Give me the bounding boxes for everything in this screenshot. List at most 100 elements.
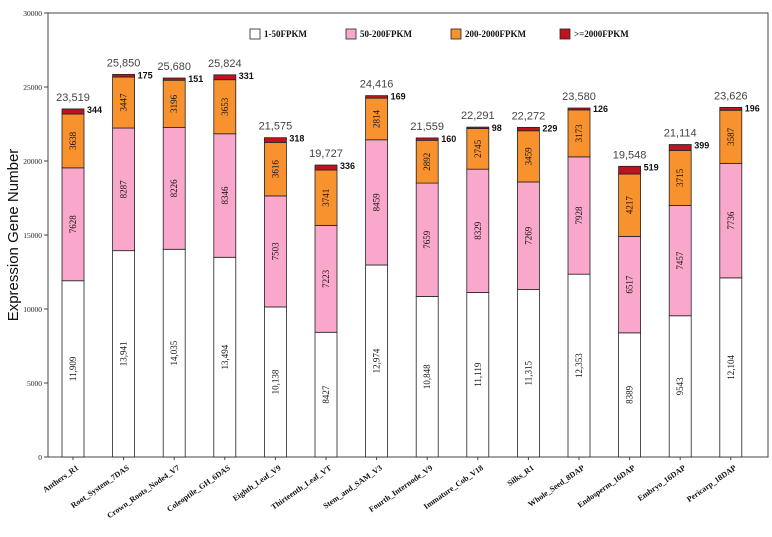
x-axis: Anthers_R1Root_System_7DASCrown_Roots_No… (41, 457, 738, 520)
y-tick-label: 15000 (23, 231, 42, 240)
x-tick-label: Eighth_Leaf_V9 (231, 463, 282, 503)
segment-value-label: 7736 (726, 211, 736, 230)
y-tick-label: 25000 (23, 83, 42, 92)
segment-value-label: 7628 (68, 215, 78, 234)
y-axis: 0 5000 10000 15000 20000 25000 30000 (23, 9, 48, 462)
segment-value-label: 7457 (675, 251, 685, 270)
top-segment-value-label: 336 (340, 161, 355, 171)
segment-value-label: 8287 (119, 180, 129, 199)
segment-value-label: 3173 (574, 124, 584, 143)
segment-value-label: 3741 (321, 189, 331, 207)
segment-ge2000fpkm (162, 77, 186, 81)
top-segment-value-label: 519 (644, 162, 659, 172)
y-tick-label: 30000 (23, 9, 42, 18)
segment-value-label: 11,909 (68, 356, 78, 381)
segment-ge2000fpkm (567, 107, 591, 111)
top-segment-value-label: 98 (492, 123, 502, 133)
top-segment-value-label: 169 (391, 92, 406, 102)
segment-value-label: 12,104 (726, 355, 736, 380)
plot-frame (47, 12, 769, 458)
bar-total-label: 24,416 (360, 79, 394, 91)
segment-value-label: 13,941 (119, 341, 129, 366)
top-segment-value-label: 196 (745, 103, 760, 113)
bar-total-label: 19,727 (309, 148, 343, 160)
top-segment-value-label: 318 (289, 134, 304, 144)
segment-value-label: 7928 (574, 206, 584, 225)
y-axis-label: Expression Gene Number (5, 149, 22, 322)
segment-ge2000fpkm (517, 126, 540, 132)
segment-ge2000fpkm (466, 126, 490, 129)
segment-value-label: 3459 (523, 147, 533, 166)
top-segment-value-label: 160 (441, 134, 456, 144)
bar-total-label: 25,680 (157, 61, 191, 73)
x-tick-label: Embryo_16DAP (636, 463, 687, 503)
bar-total-label: 23,626 (714, 90, 748, 102)
segment-value-label: 13,494 (220, 344, 230, 369)
segment-value-label: 3653 (220, 97, 230, 116)
segment-value-label: 12,974 (372, 348, 382, 373)
x-tick-label: Pericarp_18DAP (685, 463, 738, 504)
segment-value-label: 4217 (625, 196, 635, 215)
bar-total-label: 22,291 (461, 110, 495, 122)
segment-value-label: 11,119 (473, 362, 483, 387)
segment-value-label: 2745 (473, 139, 483, 158)
segment-value-label: 8346 (220, 186, 230, 205)
segment-value-label: 9543 (675, 377, 685, 396)
segment-value-label: 7269 (523, 226, 533, 245)
top-segment-value-label: 344 (87, 105, 102, 115)
top-segment-value-label: 399 (694, 141, 709, 151)
segment-value-label: 10,138 (270, 369, 280, 394)
bar-total-label: 19,548 (613, 149, 647, 161)
bar-total-label: 25,824 (208, 58, 242, 70)
segment-ge2000fpkm (112, 74, 135, 78)
legend-label: >=2000FPKM (574, 29, 629, 39)
bar-total-label: 22,272 (512, 110, 546, 122)
legend-swatch-200-2000fpkm (450, 28, 462, 40)
segment-ge2000fpkm (415, 137, 439, 141)
legend-swatch-ge2000fpkm (559, 28, 571, 40)
segment-ge2000fpkm (213, 74, 237, 81)
segment-value-label: 8329 (473, 221, 483, 240)
segment-value-label: 10,848 (422, 364, 432, 389)
top-segment-value-label: 126 (593, 104, 608, 114)
segment-value-label: 2814 (372, 109, 382, 128)
segment-value-label: 8459 (372, 193, 382, 212)
segment-value-label: 11,315 (523, 361, 533, 386)
segment-value-label: 12,353 (574, 353, 584, 378)
segment-value-label: 3616 (270, 160, 280, 179)
bar-total-label: 23,519 (56, 92, 90, 104)
legend-label: 1-50FPKM (264, 29, 307, 39)
legend-swatch-50-200fpkm (345, 28, 357, 40)
x-tick-label: Silks_R1 (506, 463, 536, 488)
segment-value-label: 3447 (119, 93, 129, 112)
y-tick-label: 10000 (23, 305, 42, 314)
segment-value-label: 3638 (68, 131, 78, 150)
y-tick-label: 0 (38, 453, 42, 462)
segment-value-label: 3196 (169, 94, 179, 113)
bar-total-label: 21,575 (259, 121, 293, 133)
segment-value-label: 2892 (422, 153, 432, 171)
top-segment-value-label: 151 (188, 74, 203, 84)
bar-total-label: 25,850 (107, 57, 141, 69)
legend-label: 50-200FPKM (360, 29, 412, 39)
segment-value-label: 3715 (675, 168, 685, 187)
segment-ge2000fpkm (314, 164, 338, 171)
segment-value-label: 8389 (625, 385, 635, 404)
segment-ge2000fpkm (61, 108, 85, 115)
segment-value-label: 8226 (169, 179, 179, 198)
legend: 1-50FPKM 50-200FPKM 200-2000FPKM >=2000FPKM (249, 28, 629, 40)
x-tick-label: Anthers_R1 (41, 463, 80, 494)
segment-ge2000fpkm (263, 137, 287, 143)
segment-ge2000fpkm (365, 95, 389, 99)
y-tick-label: 5000 (27, 379, 42, 388)
legend-swatch-1-50fpkm (249, 28, 261, 40)
bar-total-label: 21,114 (664, 128, 697, 140)
segment-value-label: 7503 (270, 242, 280, 261)
y-tick-label: 20000 (23, 157, 42, 166)
top-segment-value-label: 331 (239, 71, 254, 81)
top-segment-value-label: 175 (138, 70, 153, 80)
top-segment-value-label: 229 (542, 123, 557, 133)
segment-value-label: 7223 (321, 269, 331, 288)
